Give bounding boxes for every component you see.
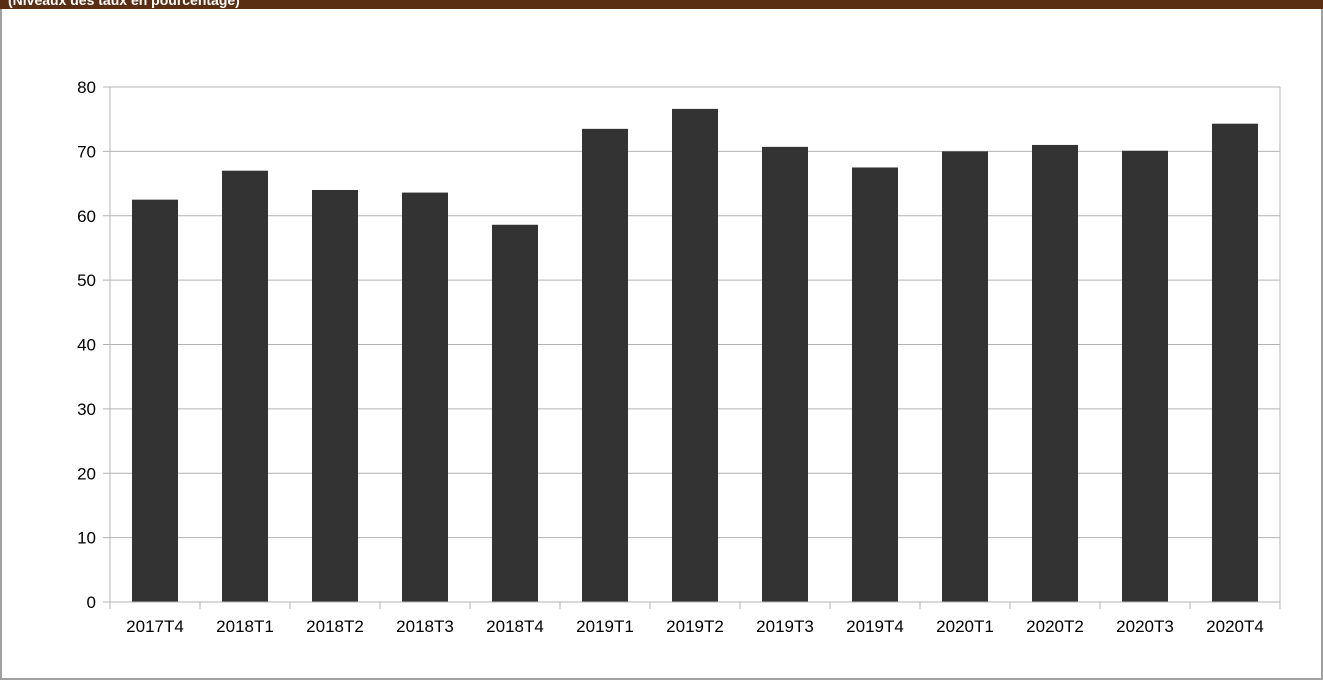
y-tick-label: 10	[77, 529, 96, 548]
y-tick-label: 80	[77, 78, 96, 97]
bar-2020T4	[1212, 123, 1258, 602]
x-tick-label: 2019T2	[666, 617, 724, 636]
x-tick-label: 2018T3	[396, 617, 454, 636]
x-tick-label: 2020T2	[1026, 617, 1084, 636]
bar-2018T1	[222, 170, 268, 602]
bars	[132, 108, 1258, 602]
bar-2020T1	[942, 151, 988, 602]
bar-2019T1	[582, 128, 628, 602]
x-tick-label: 2020T1	[936, 617, 994, 636]
bar-2020T2	[1032, 144, 1078, 602]
x-tick-labels: 2017T4 2018T1 2018T2 2018T3 2018T4 2019T1 2019…	[126, 617, 1264, 636]
x-tick-label: 2019T1	[576, 617, 634, 636]
bar-2017T4	[132, 199, 178, 602]
y-tick-labels: 0 10 20 30 40 50 60 70 80	[77, 78, 96, 612]
header-bar: (Niveaux des taux en pourcentage)	[0, 0, 1323, 9]
y-tick-label: 70	[77, 142, 96, 161]
y-tick-label: 0	[87, 593, 96, 612]
bar-2018T4	[492, 224, 538, 602]
y-tick-label: 30	[77, 400, 96, 419]
x-tick-label: 2018T2	[306, 617, 364, 636]
x-tick-label: 2017T4	[126, 617, 184, 636]
x-tick-label: 2018T1	[216, 617, 274, 636]
y-tick-label: 20	[77, 464, 96, 483]
x-tick-label: 2018T4	[486, 617, 544, 636]
y-tick-label: 40	[77, 336, 96, 355]
x-tick-label: 2019T3	[756, 617, 814, 636]
x-tick-label: 2020T3	[1116, 617, 1174, 636]
bar-2018T3	[402, 192, 448, 602]
bar-2019T3	[762, 146, 808, 602]
x-tick-label: 2020T4	[1206, 617, 1264, 636]
bar-2019T2	[672, 108, 718, 602]
y-tick-label: 50	[77, 271, 96, 290]
axes	[103, 86, 1281, 609]
bar-2019T4	[852, 167, 898, 602]
x-tick-label: 2019T4	[846, 617, 904, 636]
header-title: (Niveaux des taux en pourcentage)	[8, 0, 240, 8]
bar-2020T3	[1122, 150, 1168, 602]
bar-2018T2	[312, 190, 358, 602]
y-tick-label: 60	[77, 207, 96, 226]
